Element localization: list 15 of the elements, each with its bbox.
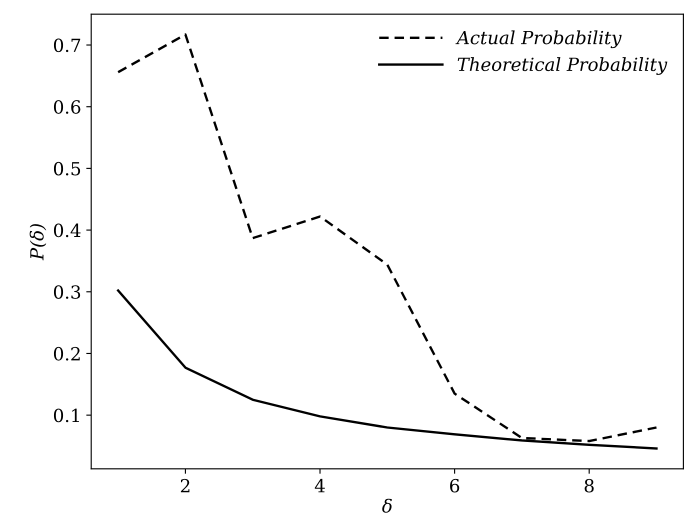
y-tick-label: 0.6 — [54, 100, 80, 114]
y-tick-label: 0.1 — [54, 408, 79, 422]
y-axis-title: P(δ) — [30, 224, 46, 260]
x-tick-label: 2 — [180, 478, 190, 492]
y-tick-label: 0.4 — [54, 224, 81, 238]
legend-label: Actual Probability — [455, 30, 622, 48]
y-tick-label: 0.2 — [54, 346, 80, 361]
y-tick-label: 0.5 — [54, 162, 80, 176]
x-tick-label: 8 — [584, 478, 594, 493]
legend-label: Theoretical Probability — [458, 57, 668, 75]
x-axis-title: δ — [382, 498, 392, 513]
x-tick-label: 4 — [314, 478, 325, 492]
x-tick-label: 6 — [450, 478, 460, 493]
y-tick-label: 0.7 — [54, 38, 80, 52]
y-tick-label: 0.3 — [54, 285, 80, 299]
